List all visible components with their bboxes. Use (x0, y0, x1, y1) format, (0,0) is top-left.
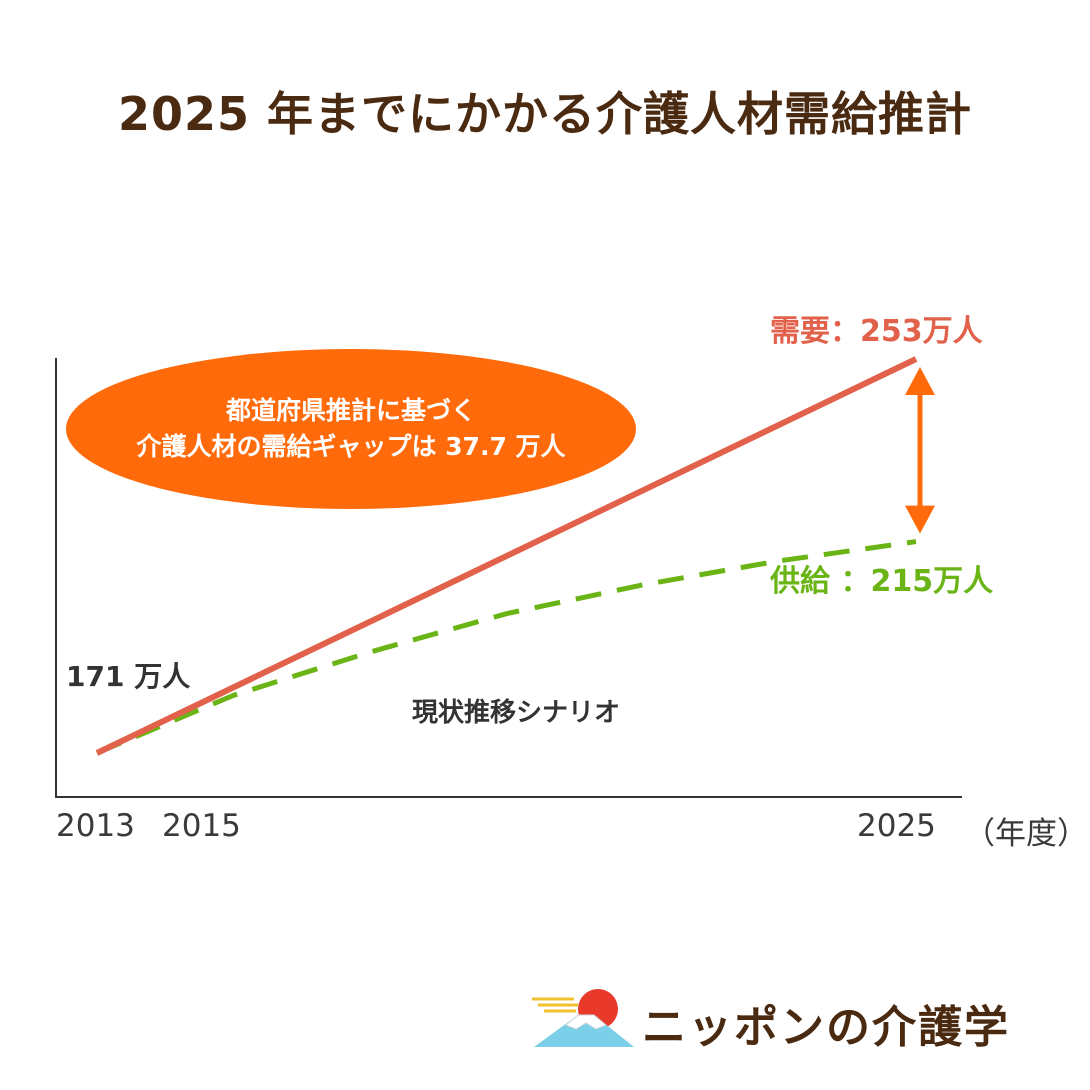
start-value-label: 171 万人 (66, 660, 191, 693)
supply-series-line (96, 539, 917, 756)
x-tick-label: 2025 (857, 808, 936, 844)
scenario-label: 現状推移シナリオ (412, 698, 621, 728)
supply-series-label: 供給 ：215万人 (770, 564, 994, 599)
x-tick-label: 2015 (162, 808, 241, 844)
callout-line-2: 介護人材の需給ギャップは 37.7 万人 (136, 432, 566, 461)
demand-series-line (95, 356, 918, 756)
series-layer (95, 356, 918, 756)
callout-line-1: 都道府県推計に基づく (225, 396, 476, 425)
chart-title: 2025 年までにかかる介護人材需給推計 (117, 87, 973, 141)
gap-arrow-head-top (905, 367, 935, 395)
mount-fuji-logo-icon (532, 989, 634, 1047)
x-axis-unit-label: （年度） (964, 816, 1088, 852)
brand-logo: ニッポンの介護学 (530, 985, 1070, 1055)
demand-series-label: 需要：253万人 (770, 314, 983, 349)
gap-arrow-head-bottom (905, 505, 935, 534)
logo-text: ニッポンの介護学 (642, 1002, 1010, 1053)
x-tick-label: 2013 (56, 808, 135, 844)
gap-callout: 都道府県推計に基づく 介護人材の需給ギャップは 37.7 万人 (66, 349, 636, 509)
